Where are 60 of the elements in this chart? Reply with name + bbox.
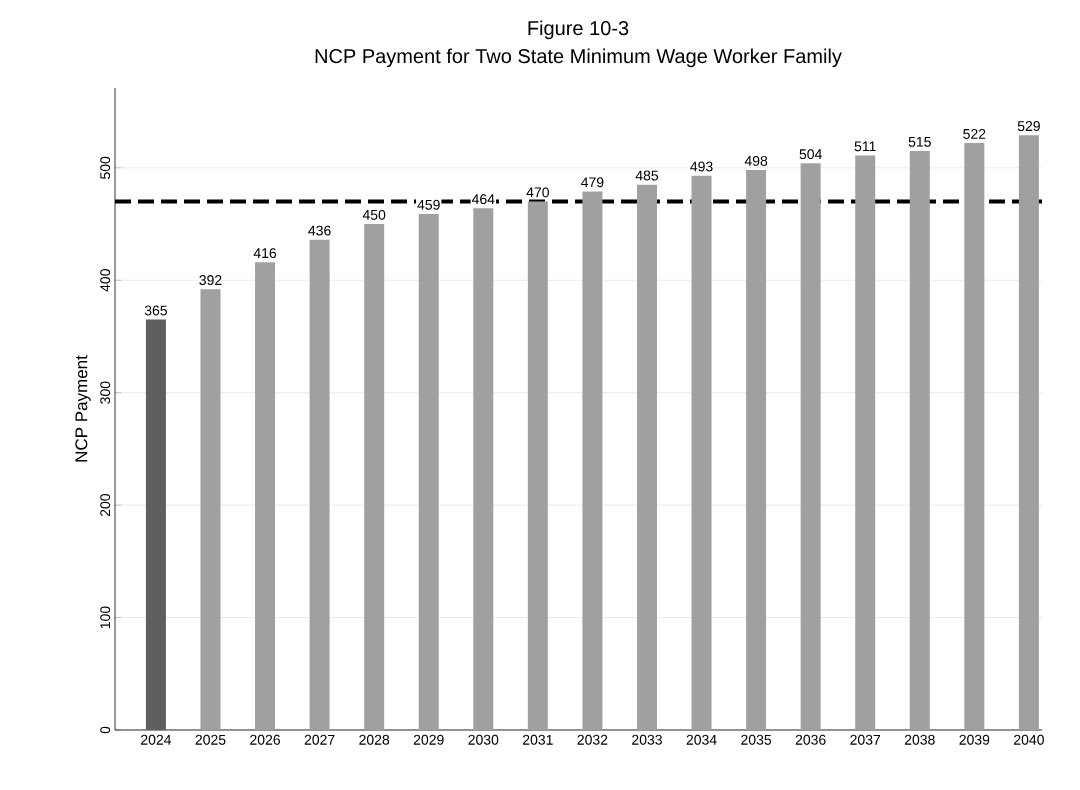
x-tick-label: 2040: [1014, 734, 1044, 745]
data-label: 485: [635, 170, 659, 181]
bar: [691, 175, 712, 730]
y-tick-label: 200: [100, 493, 111, 517]
bar: [855, 155, 876, 730]
bar: [145, 319, 166, 730]
x-tick-label: 2039: [959, 734, 990, 745]
data-label: 504: [799, 149, 822, 160]
x-tick-label: 2026: [250, 734, 280, 745]
bar: [636, 184, 657, 730]
bar: [364, 224, 385, 730]
y-tick-label: 300: [100, 381, 111, 404]
data-label: 392: [199, 275, 222, 286]
bar: [473, 208, 494, 730]
chart-title: Figure 10-3: [528, 20, 629, 40]
data-label: 464: [471, 194, 495, 205]
x-tick-label: 2024: [141, 734, 172, 745]
bar: [909, 150, 930, 730]
data-label: 498: [744, 155, 768, 166]
x-tick-label: 2034: [686, 734, 717, 745]
y-tick-label: 500: [100, 156, 111, 179]
bar: [309, 239, 330, 730]
data-label: 493: [690, 161, 713, 172]
x-tick-label: 2038: [904, 734, 935, 745]
data-label: 529: [1017, 121, 1040, 132]
x-tick-label: 2028: [359, 734, 390, 745]
data-label: 365: [144, 305, 168, 316]
data-label: 479: [581, 177, 604, 188]
bar: [582, 191, 603, 730]
x-tick-label: 2037: [850, 734, 881, 745]
bar: [800, 163, 821, 730]
bar: [255, 262, 276, 730]
x-tick-label: 2029: [413, 734, 444, 745]
y-tick-label: 100: [100, 606, 111, 629]
y-tick-label: 400: [100, 269, 111, 292]
x-tick-label: 2032: [577, 734, 608, 745]
data-label: 416: [253, 248, 277, 259]
x-tick-label: 2025: [195, 734, 226, 745]
data-label: 522: [963, 128, 986, 139]
bar: [964, 143, 985, 730]
x-tick-label: 2027: [304, 734, 335, 745]
data-label: 436: [308, 225, 331, 236]
y-tick-label: 0: [100, 726, 111, 734]
bar: [200, 289, 221, 730]
y-axis-title: NCP Payment: [75, 355, 91, 462]
x-tick-label: 2031: [522, 734, 553, 745]
x-tick-label: 2030: [468, 734, 499, 745]
bar: [527, 201, 548, 730]
data-label: 470: [526, 187, 549, 198]
bar: [746, 170, 767, 730]
x-tick-label: 2033: [632, 734, 662, 745]
data-label: 511: [854, 141, 876, 152]
bar: [418, 213, 439, 730]
x-tick-label: 2036: [795, 734, 826, 745]
x-tick-label: 2035: [741, 734, 772, 745]
chart-subtitle: NCP Payment for Two State Minimum Wage Worker Family: [315, 48, 842, 68]
data-label: 450: [362, 209, 386, 220]
data-label: 459: [417, 199, 440, 210]
data-label: 515: [908, 136, 931, 147]
bar: [1018, 135, 1039, 730]
